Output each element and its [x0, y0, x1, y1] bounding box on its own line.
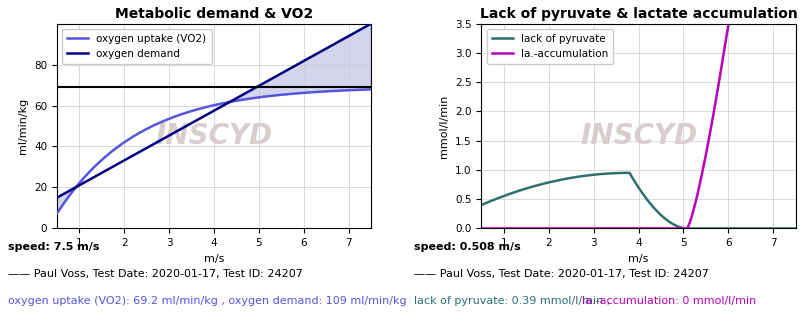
la.-accumulation [531, 226, 541, 230]
la.-accumulation [790, 22, 800, 26]
Text: INSCYD: INSCYD [579, 122, 697, 150]
la.-accumulation [685, 216, 695, 220]
Text: —— Paul Voss, Test Date: 2020-01-17, Test ID: 24207: —— Paul Voss, Test Date: 2020-01-17, Tes… [414, 269, 708, 279]
la.-accumulation [661, 226, 671, 230]
la.-accumulation [476, 226, 486, 230]
la.-accumulation [712, 85, 722, 89]
la.-accumulation [723, 22, 732, 26]
X-axis label: m/s: m/s [204, 254, 224, 264]
la.-accumulation [556, 226, 566, 230]
Y-axis label: ml/min/kg: ml/min/kg [19, 98, 28, 154]
lack of pyruvate [714, 226, 723, 230]
Legend: oxygen uptake (VO2), oxygen demand: oxygen uptake (VO2), oxygen demand [62, 29, 212, 65]
Legend: lack of pyruvate, la.-accumulation: lack of pyruvate, la.-accumulation [486, 29, 612, 65]
lack of pyruvate [618, 171, 628, 175]
Line: la.-accumulation: la.-accumulation [481, 24, 795, 228]
la.-accumulation [618, 226, 628, 230]
Text: lack of pyruvate: 0.39 mmol/l/min ,: lack of pyruvate: 0.39 mmol/l/min , [414, 296, 613, 306]
lack of pyruvate [476, 203, 486, 207]
Line: lack of pyruvate: lack of pyruvate [481, 173, 795, 228]
Y-axis label: mmol/l/min: mmol/l/min [439, 94, 448, 158]
lack of pyruvate [556, 177, 566, 181]
Text: speed: 0.508 m/s: speed: 0.508 m/s [414, 242, 520, 252]
lack of pyruvate [687, 226, 697, 230]
Text: speed: 7.5 m/s: speed: 7.5 m/s [8, 242, 100, 252]
lack of pyruvate [624, 171, 633, 175]
lack of pyruvate [662, 218, 672, 222]
X-axis label: m/s: m/s [628, 254, 648, 264]
lack of pyruvate [531, 183, 541, 187]
Text: oxygen uptake (VO2): 69.2 ml/min/kg , oxygen demand: 109 ml/min/kg: oxygen uptake (VO2): 69.2 ml/min/kg , ox… [8, 296, 406, 306]
Text: INSCYD: INSCYD [155, 122, 272, 150]
lack of pyruvate [790, 226, 800, 230]
Text: —— Paul Voss, Test Date: 2020-01-17, Test ID: 24207: —— Paul Voss, Test Date: 2020-01-17, Tes… [8, 269, 303, 279]
lack of pyruvate [681, 226, 691, 230]
Title: Metabolic demand & VO2: Metabolic demand & VO2 [115, 7, 313, 21]
Text: la.-accumulation: 0 mmol/l/min: la.-accumulation: 0 mmol/l/min [581, 296, 756, 306]
Title: Lack of pyruvate & lactate accumulation: Lack of pyruvate & lactate accumulation [479, 7, 796, 21]
